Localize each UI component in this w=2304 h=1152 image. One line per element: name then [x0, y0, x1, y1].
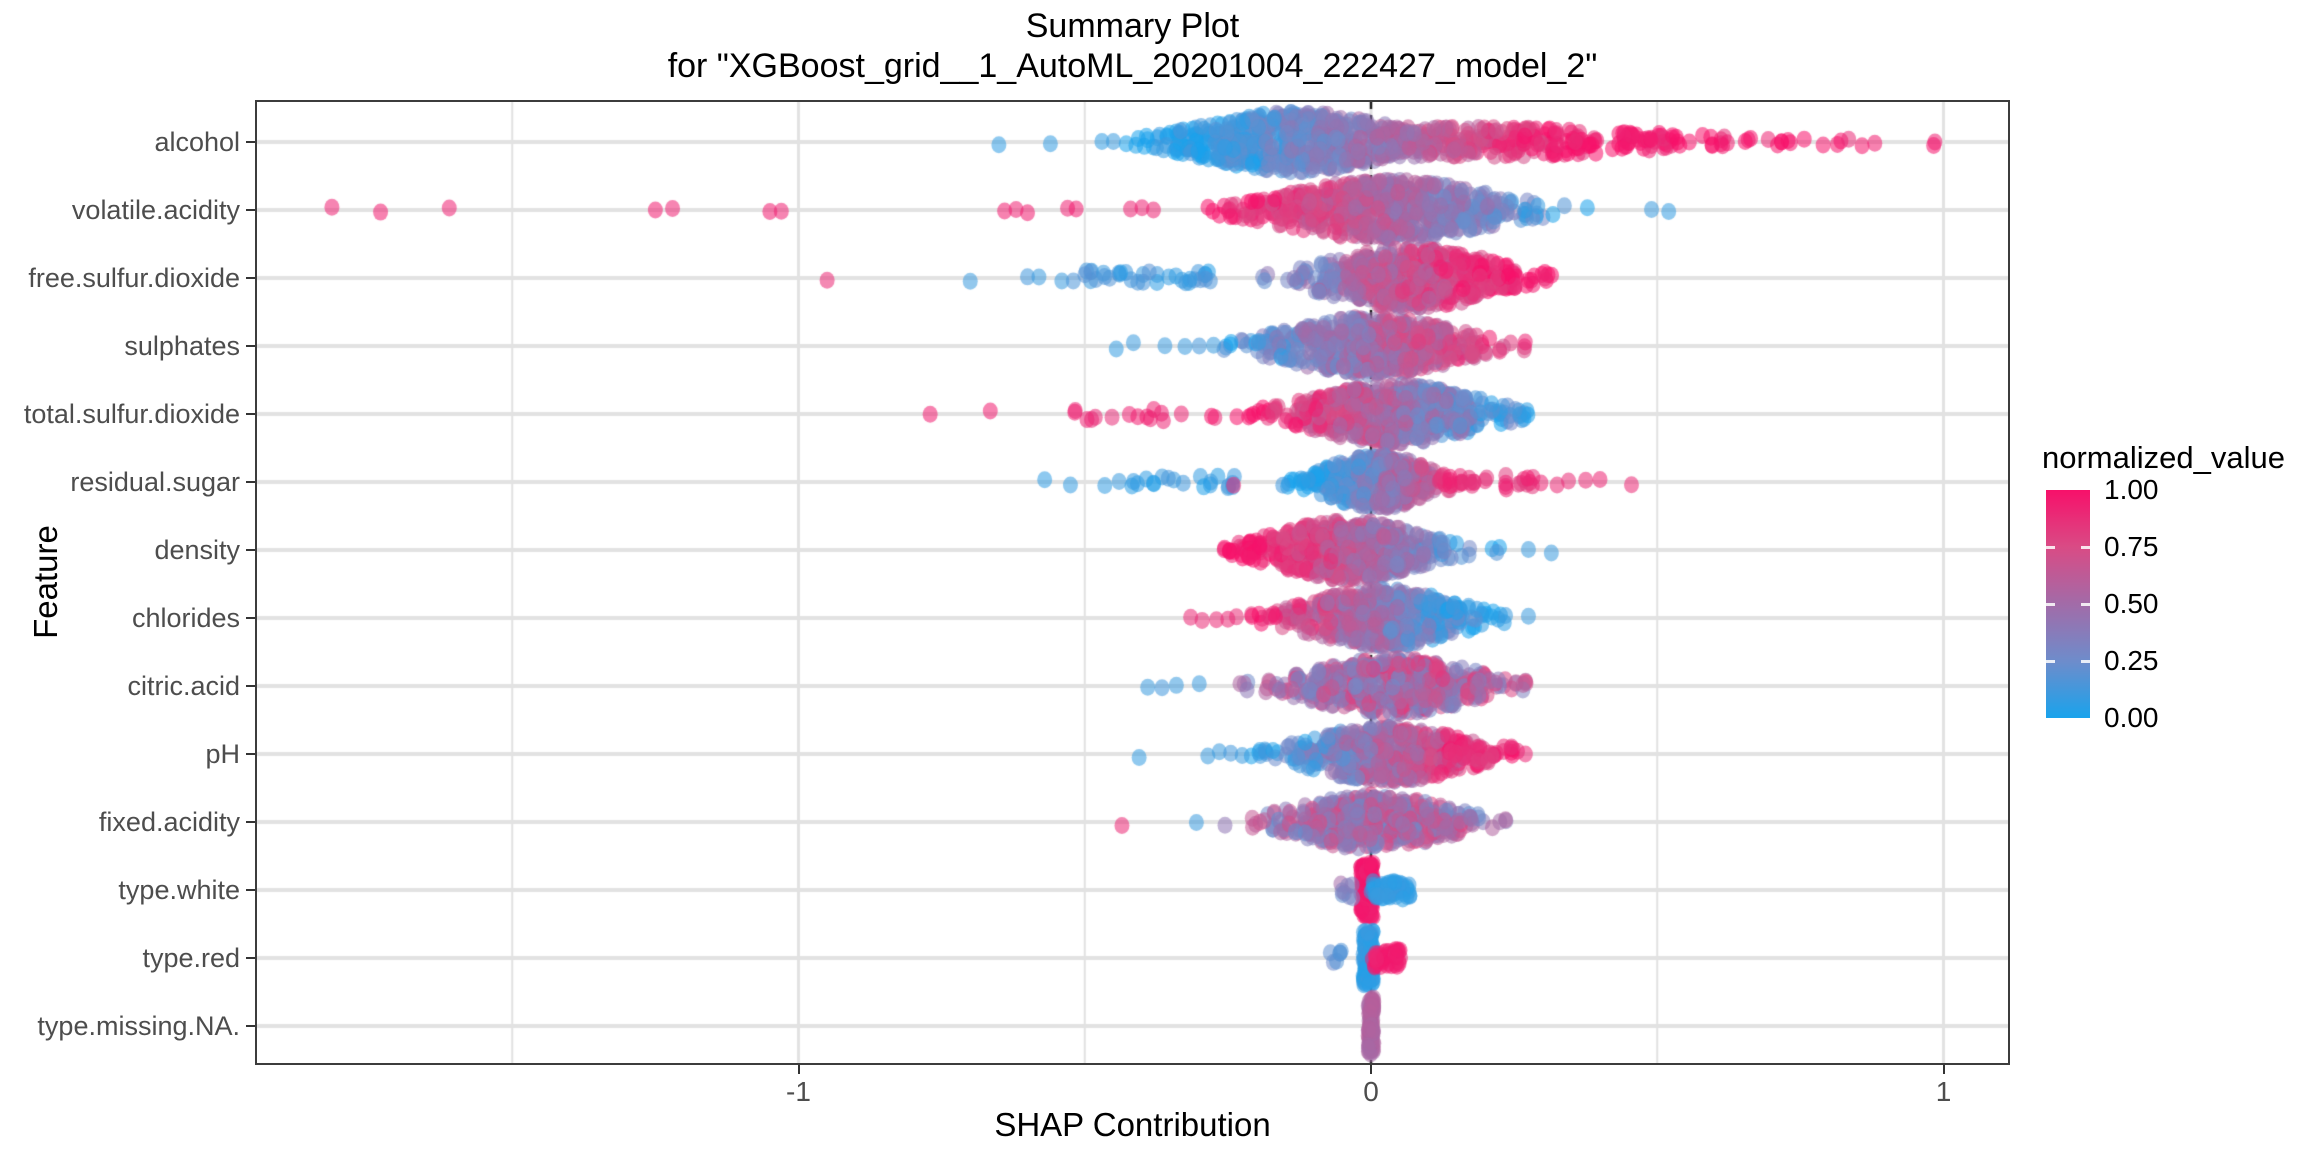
legend-tick-dash	[2081, 546, 2090, 549]
feature-label-alcohol: alcohol	[154, 127, 240, 157]
legend-tick-label-0.25: 0.25	[2104, 645, 2159, 676]
y-tick-mark	[246, 889, 255, 891]
y-tick-mark	[246, 481, 255, 483]
feature-label-citric.acid: citric.acid	[127, 671, 240, 701]
y-tick-mark	[246, 617, 255, 619]
legend-tick-label-0.50: 0.50	[2104, 588, 2159, 619]
feature-label-type.missing.NA.: type.missing.NA.	[37, 1011, 240, 1041]
y-tick-mark	[246, 685, 255, 687]
y-tick-mark	[246, 277, 255, 279]
y-tick-mark	[246, 753, 255, 755]
y-tick-mark	[246, 209, 255, 211]
feature-label-type.red: type.red	[142, 943, 240, 973]
feature-label-pH: pH	[205, 739, 240, 769]
y-tick-mark	[246, 345, 255, 347]
plot-title-line2: for "XGBoost_grid__1_AutoML_20201004_222…	[667, 47, 1598, 85]
x-tick-label-1: 1	[1935, 1076, 1952, 1107]
legend-tick-dash	[2046, 546, 2055, 549]
feature-label-fixed.acidity: fixed.acidity	[98, 807, 240, 837]
legend-tick-dash	[2046, 603, 2055, 606]
feature-label-free.sulfur.dioxide: free.sulfur.dioxide	[28, 263, 240, 293]
legend-tick-dash	[2081, 603, 2090, 606]
y-tick-mark	[246, 1025, 255, 1027]
feature-label-total.sulfur.dioxide: total.sulfur.dioxide	[23, 399, 240, 429]
legend-tick-label-0.75: 0.75	[2104, 531, 2159, 562]
x-tick-mark	[1370, 1065, 1372, 1074]
feature-label-volatile.acidity: volatile.acidity	[71, 195, 240, 225]
x-tick-label-0: 0	[1363, 1076, 1379, 1107]
feature-label-density: density	[154, 535, 240, 565]
y-tick-mark	[246, 549, 255, 551]
plot-title: Summary Plot for "XGBoost_grid__1_AutoML…	[255, 6, 2010, 86]
beeswarm-canvas	[255, 100, 2010, 1065]
x-axis-title: SHAP Contribution	[994, 1106, 1271, 1143]
y-tick-mark	[246, 821, 255, 823]
legend-tick-label-1.00: 1.00	[2104, 474, 2159, 505]
legend-title: normalized_value	[2042, 440, 2285, 475]
feature-label-residual.sugar: residual.sugar	[70, 467, 240, 497]
legend-tick-dash	[2081, 660, 2090, 663]
y-tick-mark	[246, 413, 255, 415]
y-tick-mark	[246, 957, 255, 959]
x-tick-mark	[797, 1065, 800, 1074]
plot-title-line1: Summary Plot	[1025, 7, 1240, 45]
x-tick-mark	[1942, 1065, 1945, 1074]
feature-label-chlorides: chlorides	[131, 603, 240, 633]
y-tick-mark	[246, 141, 255, 143]
feature-label-type.white: type.white	[118, 875, 240, 905]
x-tick-label--1: -1	[786, 1076, 811, 1107]
legend-tick-dash	[2046, 660, 2055, 663]
feature-label-sulphates: sulphates	[124, 331, 240, 361]
legend-tick-label-0.00: 0.00	[2104, 702, 2159, 733]
